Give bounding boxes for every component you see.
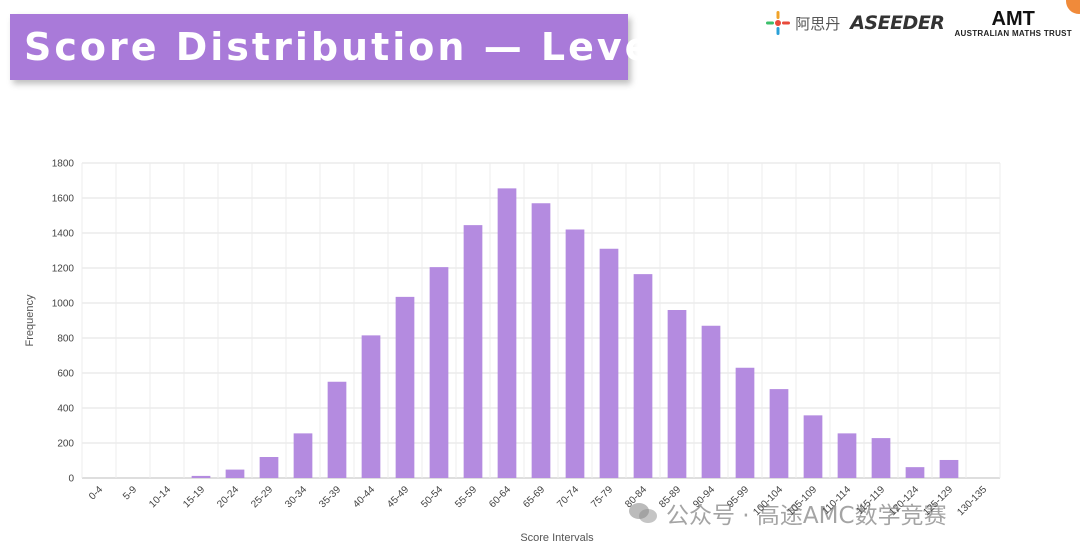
bar-60-64: [497, 188, 517, 478]
logo-bar: 阿思丹 ASEEDER AMT AUSTRALIAN MATHS TRUST: [765, 6, 1072, 40]
aseeder-logo: ASEEDER: [850, 12, 945, 34]
bar-95-99: [735, 367, 755, 478]
x-tick-label: 0-4: [87, 484, 105, 502]
y-tick-label: 1400: [52, 229, 75, 240]
asdan-logo: 阿思丹: [765, 10, 840, 36]
x-tick-label: 35-39: [317, 484, 343, 510]
x-tick-label: 30-34: [283, 484, 309, 510]
y-tick-label: 0: [68, 474, 74, 485]
y-tick-label: 400: [57, 404, 74, 415]
bar-80-84: [633, 274, 653, 478]
y-tick-label: 1800: [52, 159, 75, 170]
bar-115-119: [871, 438, 891, 478]
bar-40-44: [361, 335, 381, 478]
bar-90-94: [701, 325, 721, 478]
watermark: 公众号 · 高途AMC数学竞赛: [628, 496, 947, 530]
x-tick-label: 15-19: [181, 484, 207, 510]
x-tick-label: 75-79: [589, 484, 615, 510]
x-tick-label: 50-54: [419, 484, 445, 510]
x-tick-label: 40-44: [351, 484, 377, 510]
y-tick-label: 1000: [52, 299, 75, 310]
bar-70-74: [565, 229, 585, 478]
bar-15-19: [191, 475, 211, 478]
x-tick-label: 55-59: [453, 484, 479, 510]
y-axis-title: Frequency: [24, 294, 36, 346]
x-tick-label: 45-49: [385, 484, 411, 510]
amt-logo-main: AMT: [991, 7, 1035, 30]
bar-20-24: [225, 469, 245, 478]
bar-55-59: [463, 225, 483, 478]
bar-65-69: [531, 203, 551, 478]
title-banner: Score Distribution — Level D: [10, 14, 717, 80]
asdan-logo-text: 阿思丹: [795, 14, 841, 33]
x-tick-label: 130-135: [955, 484, 989, 518]
x-tick-label: 10-14: [147, 484, 173, 510]
wechat-icon: [629, 503, 657, 523]
bar-45-49: [395, 296, 415, 478]
amt-logo-sub: AUSTRALIAN MATHS TRUST: [954, 28, 1072, 38]
x-tick-label: 70-74: [555, 484, 581, 510]
corner-badge: [1066, 0, 1080, 14]
bar-105-109: [803, 415, 823, 478]
x-tick-label: 20-24: [215, 484, 241, 510]
page-title: Score Distribution — Level D: [24, 25, 721, 69]
amt-logo: AMT AUSTRALIAN MATHS TRUST: [954, 9, 1072, 38]
y-tick-label: 1600: [52, 194, 75, 205]
y-tick-label: 1200: [52, 264, 75, 275]
bar-75-79: [599, 248, 619, 478]
x-tick-label: 65-69: [521, 484, 547, 510]
bar-125-129: [939, 459, 959, 478]
x-tick-label: 60-64: [487, 484, 513, 510]
bar-30-34: [293, 433, 313, 478]
bar-35-39: [327, 381, 347, 478]
bar-85-89: [667, 310, 687, 478]
bar-100-104: [769, 389, 789, 478]
watermark-text: 公众号 · 高途AMC数学竞赛: [666, 503, 947, 529]
y-tick-label: 800: [57, 334, 74, 345]
bar-50-54: [429, 267, 449, 478]
asdan-logo-icon: [766, 11, 791, 35]
y-tick-label: 600: [57, 369, 74, 380]
x-tick-label: 5-9: [121, 484, 139, 502]
bar-110-114: [837, 433, 857, 478]
y-tick-label: 200: [57, 439, 74, 450]
x-tick-label: 25-29: [249, 484, 275, 510]
x-axis-title: Score Intervals: [520, 532, 594, 544]
bar-25-29: [259, 457, 279, 478]
bar-120-124: [905, 467, 925, 478]
